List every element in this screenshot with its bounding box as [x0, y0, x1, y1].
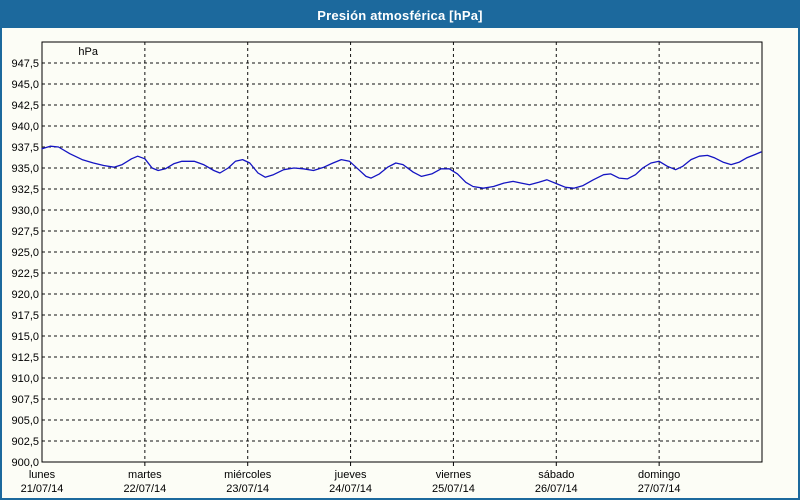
chart-title: Presión atmosférica [hPa]: [317, 7, 483, 23]
y-axis-label: 910,0: [11, 373, 39, 385]
x-axis-date-label: 24/07/14: [329, 483, 372, 495]
x-axis-day-label: sábado: [538, 469, 574, 481]
y-axis-label: 915,0: [11, 331, 39, 343]
y-axis-label: 912,5: [11, 352, 39, 364]
y-axis-label: 907,5: [11, 394, 39, 406]
x-axis-date-label: 27/07/14: [638, 483, 681, 495]
pressure-line: [41, 145, 762, 189]
x-axis-day-label: domingo: [638, 469, 680, 481]
y-axis-label: 935,0: [11, 163, 39, 175]
x-axis-day-label: miércoles: [224, 469, 272, 481]
x-axis-date-label: 25/07/14: [432, 483, 475, 495]
y-axis-label: 900,0: [11, 457, 39, 469]
y-axis-label: 932,5: [11, 184, 39, 196]
plot-border: [41, 41, 763, 463]
x-axis-day-label: lunes: [29, 469, 56, 481]
unit-label: hPa: [78, 46, 98, 58]
x-axis-date-label: 22/07/14: [123, 483, 166, 495]
chart-title-bar: Presión atmosférica [hPa]: [2, 2, 798, 28]
x-axis-date-label: 21/07/14: [21, 483, 64, 495]
y-axis-label: 920,0: [11, 289, 39, 301]
x-axis-date-label: 23/07/14: [226, 483, 269, 495]
y-axis-label: 922,5: [11, 268, 39, 280]
y-axis-label: 937,5: [11, 142, 39, 154]
y-axis-label: 917,5: [11, 310, 39, 322]
x-axis-day-label: viernes: [436, 469, 472, 481]
y-axis-label: 902,5: [11, 436, 39, 448]
y-axis-label: 905,0: [11, 415, 39, 427]
x-axis-day-label: martes: [128, 469, 162, 481]
y-axis-label: 930,0: [11, 205, 39, 217]
y-axis-label: 927,5: [11, 226, 39, 238]
x-axis-date-label: 26/07/14: [535, 483, 578, 495]
x-axis-day-label: jueves: [334, 469, 367, 481]
y-axis-label: 925,0: [11, 247, 39, 259]
y-axis-label: 945,0: [11, 79, 39, 91]
y-axis-label: 940,0: [11, 121, 39, 133]
y-axis-label: 942,5: [11, 100, 39, 112]
y-axis-label: 947,5: [11, 58, 39, 70]
